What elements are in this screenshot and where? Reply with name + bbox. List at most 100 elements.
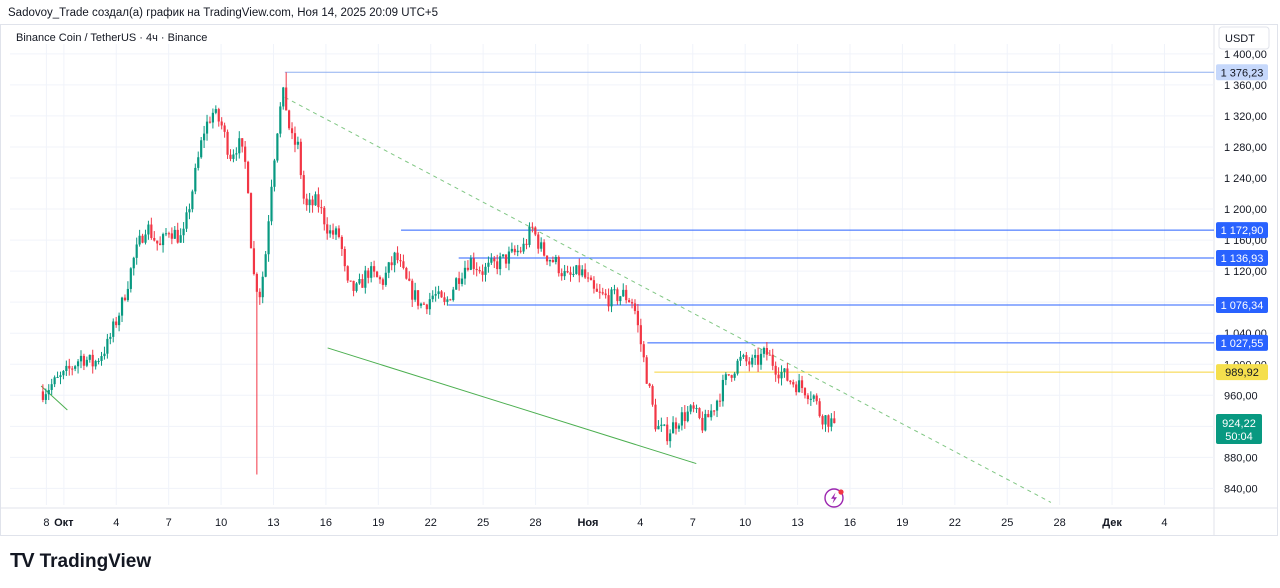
- candle: [803, 387, 807, 399]
- candle-body: [173, 229, 176, 239]
- candle: [428, 292, 431, 315]
- price-level-label[interactable]: 1 027,55: [1216, 334, 1268, 351]
- candle-body: [537, 234, 540, 249]
- candle: [179, 228, 182, 243]
- candle: [557, 255, 560, 277]
- candle-body: [41, 391, 44, 400]
- candle: [261, 271, 264, 304]
- candle: [97, 358, 100, 365]
- candle: [367, 267, 370, 284]
- currency-box[interactable]: USDT: [1218, 26, 1270, 50]
- candle: [756, 347, 760, 372]
- candle: [375, 270, 379, 278]
- candle: [340, 235, 343, 256]
- candle-body: [293, 133, 297, 145]
- price-level-label[interactable]: 1 076,34: [1216, 297, 1268, 314]
- candle: [560, 268, 563, 281]
- candle-body: [710, 410, 713, 418]
- candle-body: [258, 291, 261, 298]
- candle: [762, 346, 766, 358]
- candle: [736, 358, 739, 376]
- candle-body: [625, 289, 628, 301]
- candle: [671, 416, 675, 434]
- lightning-icon[interactable]: [824, 488, 844, 508]
- candle-body: [422, 303, 426, 305]
- candle: [112, 318, 115, 343]
- candle: [370, 261, 373, 283]
- candle: [91, 349, 94, 374]
- candle: [475, 262, 478, 277]
- candle: [771, 348, 774, 371]
- candle-body: [768, 354, 771, 356]
- candle-body: [581, 269, 584, 276]
- candle-body: [208, 121, 212, 123]
- candle-body: [798, 380, 801, 393]
- candle: [343, 246, 346, 272]
- candle-body: [232, 154, 235, 159]
- candle: [695, 404, 698, 413]
- candle: [296, 136, 299, 150]
- price-level-label[interactable]: 1 136,93: [1216, 249, 1268, 266]
- candle: [161, 232, 165, 253]
- candle-body: [733, 373, 736, 378]
- price-level-label[interactable]: 989,92: [1216, 364, 1268, 381]
- candle-body: [639, 325, 642, 345]
- candle-body: [815, 395, 818, 402]
- candle: [390, 256, 393, 271]
- candle-body: [176, 229, 179, 243]
- candle-body: [188, 209, 191, 213]
- candle: [800, 375, 804, 393]
- candle-body: [548, 260, 552, 262]
- candle-body: [478, 270, 481, 272]
- candle-body: [282, 87, 285, 107]
- candle-body: [557, 256, 560, 274]
- symbol-title[interactable]: Binance Coin / TetherUS · 4ч · Binance: [16, 32, 208, 44]
- candle: [378, 275, 382, 284]
- candle: [44, 388, 47, 405]
- candle: [674, 417, 678, 435]
- candle-body: [290, 128, 294, 134]
- candle: [302, 170, 305, 205]
- candle: [806, 393, 810, 405]
- candle-body: [147, 224, 150, 235]
- candle: [308, 192, 311, 213]
- candle: [513, 245, 516, 256]
- candle-body: [47, 389, 50, 395]
- candle: [120, 296, 124, 322]
- candle: [182, 222, 185, 243]
- candle: [759, 349, 763, 370]
- candle-body: [375, 271, 379, 278]
- candle: [666, 417, 669, 445]
- candle: [68, 358, 71, 376]
- candle-body: [754, 355, 757, 358]
- candle-body: [273, 160, 276, 187]
- candle-body: [730, 375, 733, 378]
- candle: [76, 359, 80, 374]
- dashed-trendline[interactable]: [284, 96, 1052, 503]
- candle: [273, 158, 276, 192]
- candle: [783, 368, 786, 378]
- candle-body: [689, 405, 692, 412]
- candle: [563, 264, 566, 280]
- candle: [293, 126, 297, 153]
- candle-body: [803, 388, 807, 396]
- candle-body: [53, 377, 56, 385]
- candle: [789, 380, 792, 385]
- candle: [326, 217, 329, 240]
- price-level-label[interactable]: 1 376,23: [1216, 64, 1268, 81]
- support-trendline[interactable]: [327, 347, 697, 465]
- candle: [62, 370, 65, 380]
- candle-body: [759, 353, 763, 365]
- price-level-label[interactable]: 1 172,90: [1216, 222, 1268, 239]
- candle: [320, 199, 323, 214]
- candle-body: [630, 302, 634, 304]
- candle: [132, 256, 135, 276]
- candle-body: [340, 236, 343, 249]
- candle-body: [589, 277, 593, 281]
- candle: [381, 277, 385, 290]
- tradingview-logo[interactable]: TV TradingView: [10, 550, 151, 573]
- candle: [288, 109, 291, 131]
- candle: [487, 256, 490, 273]
